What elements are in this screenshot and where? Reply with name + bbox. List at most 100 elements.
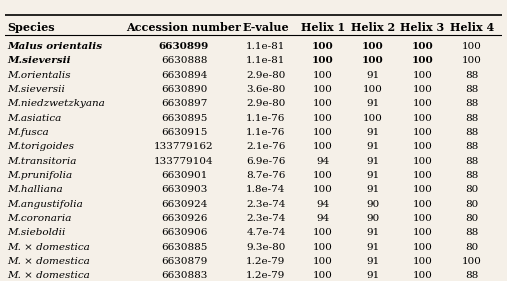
Text: 2.3e-74: 2.3e-74 <box>246 214 285 223</box>
Text: 91: 91 <box>366 99 379 108</box>
Text: M.angustifolia: M.angustifolia <box>8 200 83 209</box>
Text: 100: 100 <box>412 56 433 65</box>
Text: 100: 100 <box>362 42 384 51</box>
Text: 88: 88 <box>465 85 479 94</box>
Text: 6630901: 6630901 <box>161 171 207 180</box>
Text: 88: 88 <box>465 114 479 123</box>
Text: 6630906: 6630906 <box>161 228 207 237</box>
Text: 100: 100 <box>313 128 333 137</box>
Text: M.sieversii: M.sieversii <box>8 56 71 65</box>
Text: 100: 100 <box>413 128 432 137</box>
Text: 6630890: 6630890 <box>161 85 207 94</box>
Text: 91: 91 <box>366 185 379 194</box>
Text: 91: 91 <box>366 71 379 80</box>
Text: 90: 90 <box>366 214 379 223</box>
Text: 6630926: 6630926 <box>161 214 207 223</box>
Text: 100: 100 <box>363 85 383 94</box>
Text: 100: 100 <box>462 42 482 51</box>
Text: M.torigoides: M.torigoides <box>8 142 75 151</box>
Text: 88: 88 <box>465 228 479 237</box>
Text: 100: 100 <box>413 200 432 209</box>
Text: 1.1e-76: 1.1e-76 <box>246 128 285 137</box>
Text: 100: 100 <box>313 185 333 194</box>
Text: 91: 91 <box>366 243 379 251</box>
Text: 91: 91 <box>366 257 379 266</box>
Text: 100: 100 <box>413 185 432 194</box>
Text: 100: 100 <box>413 257 432 266</box>
Text: 100: 100 <box>313 257 333 266</box>
Text: M.transitoria: M.transitoria <box>8 157 77 166</box>
Text: 80: 80 <box>465 200 479 209</box>
Text: 100: 100 <box>413 243 432 251</box>
Text: 100: 100 <box>313 142 333 151</box>
Text: 94: 94 <box>316 157 330 166</box>
Text: 100: 100 <box>413 157 432 166</box>
Text: 88: 88 <box>465 71 479 80</box>
Text: 80: 80 <box>465 214 479 223</box>
Text: 9.3e-80: 9.3e-80 <box>246 243 285 251</box>
Text: 100: 100 <box>413 271 432 280</box>
Text: 100: 100 <box>412 42 433 51</box>
Text: 2.9e-80: 2.9e-80 <box>246 99 285 108</box>
Text: 6630895: 6630895 <box>161 114 207 123</box>
Text: 91: 91 <box>366 171 379 180</box>
Text: M. × domestica: M. × domestica <box>8 257 90 266</box>
Text: 6630885: 6630885 <box>161 243 207 251</box>
Text: 133779162: 133779162 <box>154 142 214 151</box>
Text: 6630888: 6630888 <box>161 56 207 65</box>
Text: Species: Species <box>8 22 55 33</box>
Text: 100: 100 <box>313 99 333 108</box>
Text: 100: 100 <box>363 114 383 123</box>
Text: M.fusca: M.fusca <box>8 128 49 137</box>
Text: 100: 100 <box>313 228 333 237</box>
Text: 6630924: 6630924 <box>161 200 207 209</box>
Text: M.orientalis: M.orientalis <box>8 71 71 80</box>
Text: Helix 3: Helix 3 <box>401 22 445 33</box>
Text: 100: 100 <box>413 171 432 180</box>
Text: Helix 4: Helix 4 <box>450 22 494 33</box>
Text: 100: 100 <box>362 56 384 65</box>
Text: 91: 91 <box>366 142 379 151</box>
Text: 90: 90 <box>366 200 379 209</box>
Text: 100: 100 <box>413 228 432 237</box>
Text: 100: 100 <box>413 99 432 108</box>
Text: 100: 100 <box>313 114 333 123</box>
Text: 88: 88 <box>465 271 479 280</box>
Text: M.halliana: M.halliana <box>8 185 63 194</box>
Text: Accession number: Accession number <box>127 22 241 33</box>
Text: 1.1e-81: 1.1e-81 <box>246 42 285 51</box>
Text: 100: 100 <box>462 56 482 65</box>
Text: 100: 100 <box>413 71 432 80</box>
Text: 80: 80 <box>465 185 479 194</box>
Text: E-value: E-value <box>243 22 289 33</box>
Text: 6630897: 6630897 <box>161 99 207 108</box>
Text: 100: 100 <box>313 171 333 180</box>
Text: 100: 100 <box>313 85 333 94</box>
Text: 2.1e-76: 2.1e-76 <box>246 142 285 151</box>
Text: 133779104: 133779104 <box>154 157 214 166</box>
Text: 4.7e-74: 4.7e-74 <box>246 228 285 237</box>
Text: M.niedzwetzkyana: M.niedzwetzkyana <box>8 99 105 108</box>
Text: 1.1e-76: 1.1e-76 <box>246 114 285 123</box>
Text: 94: 94 <box>316 214 330 223</box>
Text: 6.9e-76: 6.9e-76 <box>246 157 285 166</box>
Text: Malus orientalis: Malus orientalis <box>8 42 103 51</box>
Text: 91: 91 <box>366 128 379 137</box>
Text: 100: 100 <box>313 243 333 251</box>
Text: 91: 91 <box>366 271 379 280</box>
Text: 100: 100 <box>413 85 432 94</box>
Text: 100: 100 <box>312 42 334 51</box>
Text: 2.9e-80: 2.9e-80 <box>246 71 285 80</box>
Text: 100: 100 <box>462 257 482 266</box>
Text: M.coronaria: M.coronaria <box>8 214 72 223</box>
Text: 100: 100 <box>313 271 333 280</box>
Text: 2.3e-74: 2.3e-74 <box>246 200 285 209</box>
Text: 6630899: 6630899 <box>159 42 209 51</box>
Text: 6630903: 6630903 <box>161 185 207 194</box>
Text: 1.1e-81: 1.1e-81 <box>246 56 285 65</box>
Text: 100: 100 <box>413 142 432 151</box>
Text: 94: 94 <box>316 200 330 209</box>
Text: 88: 88 <box>465 142 479 151</box>
Text: 6630883: 6630883 <box>161 271 207 280</box>
Text: 3.6e-80: 3.6e-80 <box>246 85 285 94</box>
